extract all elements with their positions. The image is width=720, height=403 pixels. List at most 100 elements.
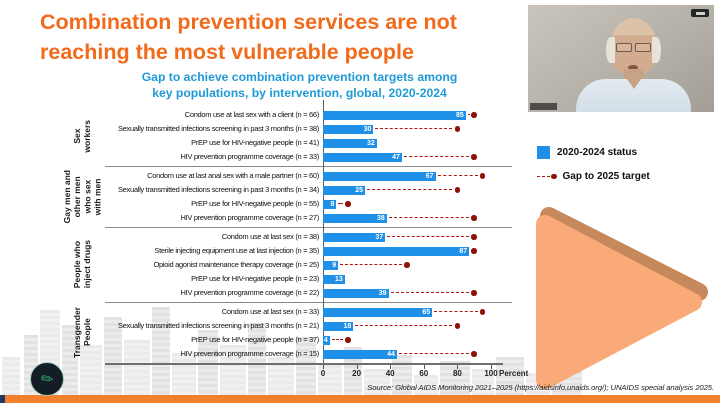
gap-dashed-line — [338, 203, 344, 204]
bar-row: Opioid agonist maintenance therapy cover… — [105, 258, 512, 272]
legend-bar-swatch — [537, 146, 550, 159]
target-dot — [471, 215, 477, 221]
status-bar: 87 — [323, 246, 470, 256]
status-bar: 67 — [323, 171, 436, 181]
bar-label: PrEP use for HIV-negative people (n = 41… — [191, 139, 319, 147]
status-bar: 18 — [323, 321, 354, 331]
gap-dashed-line — [388, 217, 470, 218]
bar-label: Sexually transmitted infections screenin… — [117, 322, 319, 330]
bar-row: PrEP use for HIV-negative people (n = 37… — [105, 333, 512, 347]
speaker-hair — [606, 37, 615, 63]
group-rows: Condom use at last anal sex with a male … — [105, 166, 512, 227]
bar-plot: 85 — [323, 108, 501, 122]
bar-row: PrEP use for HIV-negative people (n = 55… — [105, 197, 512, 211]
status-bar: 65 — [323, 307, 433, 317]
bar-label: Sterile injecting equipment use at last … — [154, 247, 319, 255]
bar-value: 9 — [332, 261, 337, 269]
bar-label: PrEP use for HIV-negative people (n = 37… — [191, 336, 319, 344]
chart-group: Transgender People Condom use at last sex… — [60, 302, 512, 363]
bar-value: 32 — [366, 139, 375, 147]
bar-value: 39 — [378, 289, 387, 297]
video-options-icon[interactable] — [691, 9, 709, 17]
axis-tick-label: 60 — [419, 369, 429, 378]
bar-row: PrEP use for HIV-negative people (n = 23… — [105, 272, 512, 286]
webcam-video-tile[interactable] — [528, 5, 714, 112]
bar-value: 30 — [363, 125, 372, 133]
bar-plot: 44 — [323, 347, 501, 361]
legend-item-status: 2020-2024 status — [537, 145, 650, 160]
group-label-text: People who inject drugs — [72, 240, 93, 289]
bar-value: 4 — [323, 336, 328, 344]
bar-value: 13 — [335, 275, 343, 283]
status-bar: 44 — [323, 349, 397, 359]
axis-tick-label: 100 — [484, 369, 498, 378]
axis-tick — [457, 365, 459, 369]
speaker-hair — [652, 37, 661, 63]
bar-label: PrEP use for HIV-negative people (n = 55… — [191, 200, 319, 208]
status-bar: 32 — [323, 138, 377, 148]
gap-dashed-line — [390, 292, 470, 293]
bar-plot: 47 — [323, 150, 501, 164]
status-bar: 47 — [323, 152, 402, 162]
target-dot — [471, 290, 477, 296]
bar-label: HIV prevention programme coverage (n = 3… — [180, 153, 319, 161]
axis-tick — [390, 365, 392, 369]
group-label-text: Sex workers — [72, 119, 93, 153]
legend-item-gap: Gap to 2025 target — [537, 169, 650, 184]
slide-title-line2: reaching the most vulnerable people — [40, 39, 414, 64]
bar-row: HIV prevention programme coverage (n = 2… — [105, 286, 512, 300]
target-dot — [454, 126, 461, 132]
speaker-collar — [627, 79, 641, 89]
bar-plot: 30 — [323, 122, 501, 136]
bar-chart: Sex workers Condom use at last sex with a… — [60, 100, 528, 379]
target-dot — [471, 154, 477, 160]
bar-plot: 4 — [323, 333, 501, 347]
gap-dashed-line — [355, 325, 453, 326]
gap-dashed-line — [331, 339, 344, 340]
bar-label: PrEP use for HIV-negative people (n = 23… — [191, 275, 319, 283]
gap-dashed-line — [367, 189, 453, 190]
bar-label: HIV prevention programme coverage (n = 2… — [180, 214, 319, 222]
legend-gap-label: Gap to 2025 target — [562, 171, 650, 182]
bar-label: HIV prevention programme coverage (n = 2… — [180, 289, 319, 297]
status-bar: 13 — [323, 274, 345, 284]
gap-dashed-line — [403, 156, 470, 157]
city-skyline-graphic — [0, 295, 600, 395]
axis-tick — [491, 365, 492, 369]
group-label-text: Transgender People — [72, 306, 93, 359]
bar-plot: 67 — [323, 169, 501, 183]
group-rows: Condom use at last sex (n = 38) 37 Sterile… — [105, 227, 512, 302]
bar-row: Sexually transmitted infections screenin… — [105, 183, 512, 197]
bar-row: HIV prevention programme coverage (n = 2… — [105, 211, 512, 225]
status-bar: 9 — [323, 260, 339, 270]
bar-row: Condom use at last sex (n = 33) 65 — [105, 305, 512, 319]
status-bar: 25 — [323, 185, 365, 195]
bar-value: 47 — [392, 153, 400, 161]
play-triangle-graphic — [536, 207, 708, 389]
status-bar: 39 — [323, 288, 389, 298]
target-dot — [454, 323, 461, 329]
gap-dashed-line — [437, 175, 478, 176]
status-bar: 8 — [323, 199, 337, 209]
bar-row: Condom use at last sex with a client (n … — [105, 108, 512, 122]
bar-plot: 32 — [323, 136, 501, 150]
bar-value: 18 — [343, 322, 352, 330]
speaker-glasses — [616, 43, 651, 52]
bar-label: Condom use at last anal sex with a male … — [147, 172, 319, 180]
axis-tick-label: 20 — [352, 369, 362, 378]
footer-navy-notch — [0, 395, 5, 403]
target-dot — [404, 262, 410, 268]
target-dot — [471, 112, 477, 118]
bar-row: Sterile injecting equipment use at last … — [105, 244, 512, 258]
bar-row: HIV prevention programme coverage (n = 1… — [105, 347, 512, 361]
target-dot — [479, 309, 486, 315]
bar-plot: 87 — [323, 244, 501, 258]
chart-group: Gay men and other men who sex with men Co… — [60, 166, 512, 227]
chart-legend: 2020-2024 status Gap to 2025 target — [537, 145, 650, 184]
status-bar: 38 — [323, 213, 387, 223]
bar-value: 87 — [459, 247, 468, 255]
status-bar: 30 — [323, 124, 374, 134]
axis-tick — [356, 365, 358, 369]
bar-row: Condom use at last sex (n = 38) 37 — [105, 230, 512, 244]
